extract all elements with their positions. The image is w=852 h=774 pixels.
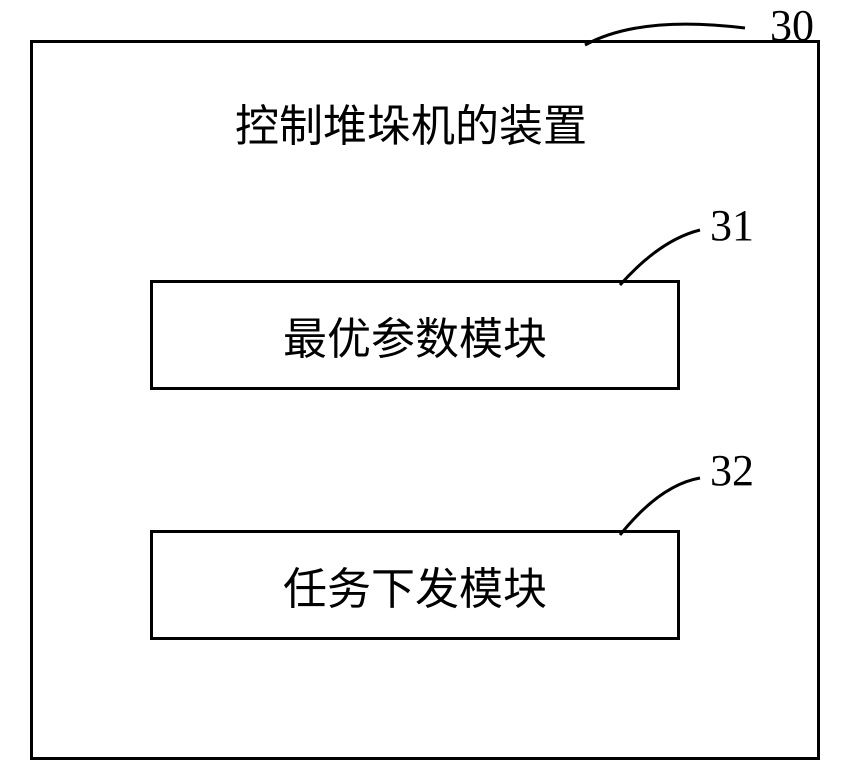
task-dispatch-module-box: 任务下发模块 — [150, 530, 680, 640]
ref-number-32: 32 — [710, 445, 754, 496]
ref-number-30: 30 — [770, 0, 814, 51]
ref-number-31: 31 — [710, 200, 754, 251]
device-title: 控制堆垛机的装置 — [235, 90, 587, 154]
task-dispatch-module-label: 任务下发模块 — [283, 553, 547, 617]
optimal-param-module-label: 最优参数模块 — [283, 303, 547, 367]
optimal-param-module-box: 最优参数模块 — [150, 280, 680, 390]
